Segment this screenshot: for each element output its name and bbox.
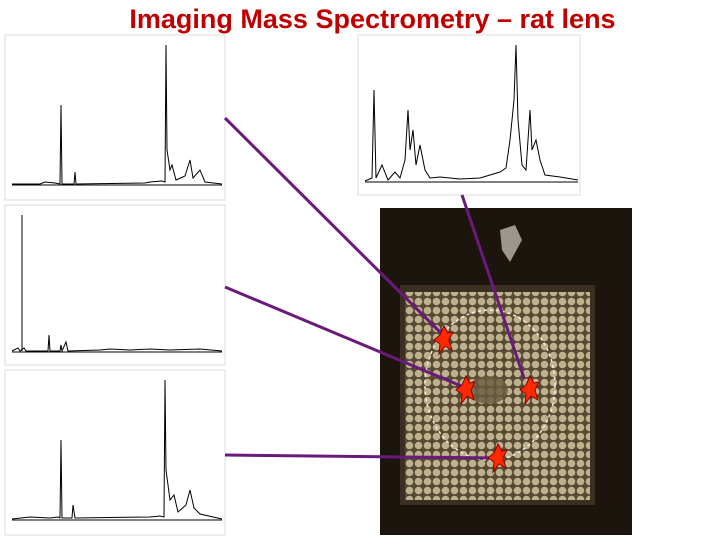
lens-photo xyxy=(380,208,632,535)
spectrum-middle-left xyxy=(4,204,226,366)
spot-markers xyxy=(433,324,540,474)
slide-title: Imaging Mass Spectrometry – rat lens xyxy=(129,4,616,34)
spectrum-top-left xyxy=(4,34,226,201)
spectrum-top-right xyxy=(357,34,581,196)
connectors xyxy=(223,116,526,460)
spectrum-bottom-left xyxy=(4,369,226,536)
